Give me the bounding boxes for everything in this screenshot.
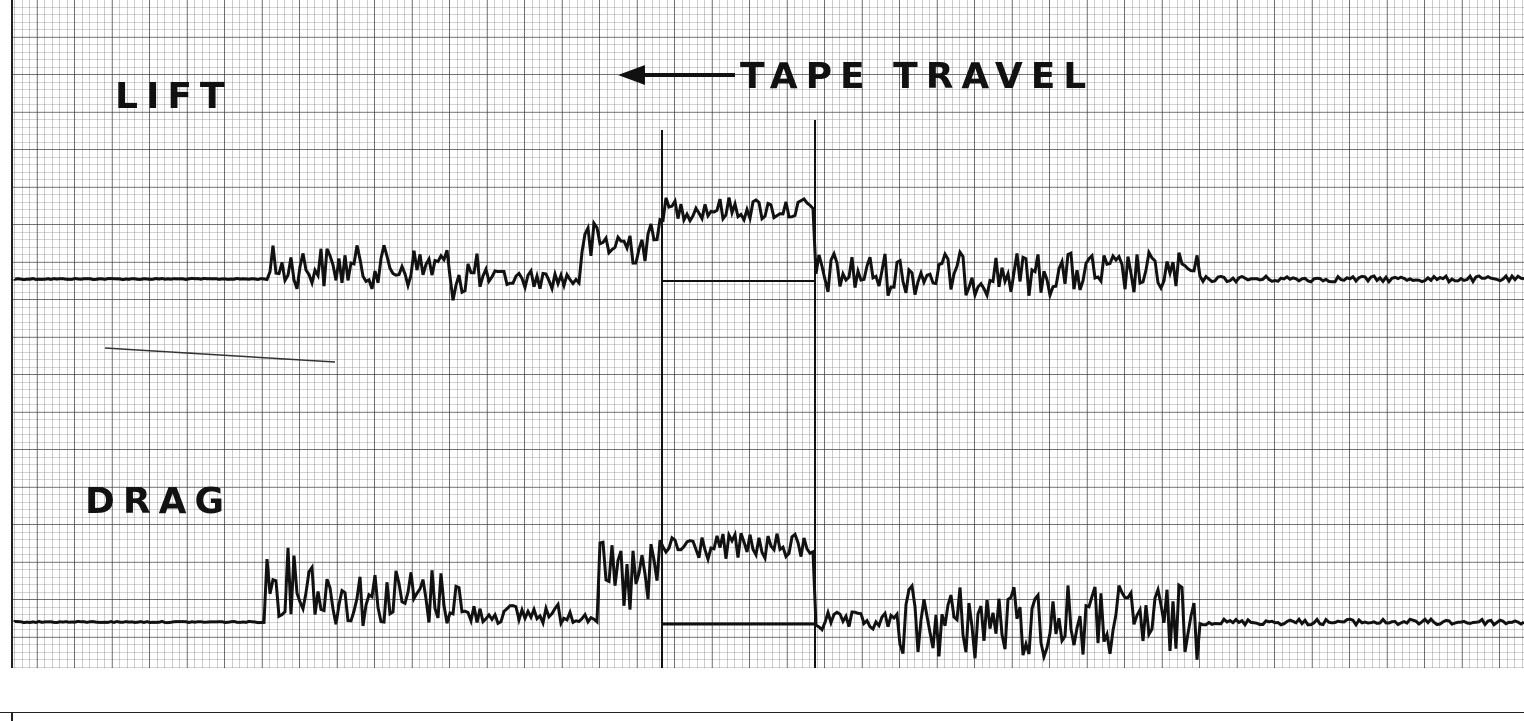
tape-travel-label: TAPE TRAVEL [740,56,1094,97]
strip-chart: LIFT TAPE TRAVEL DRAG [0,0,1524,721]
paper-margin [0,668,1524,712]
grid [12,0,1524,668]
drag-label: DRAG [85,481,232,522]
lift-label: LIFT [115,76,232,117]
